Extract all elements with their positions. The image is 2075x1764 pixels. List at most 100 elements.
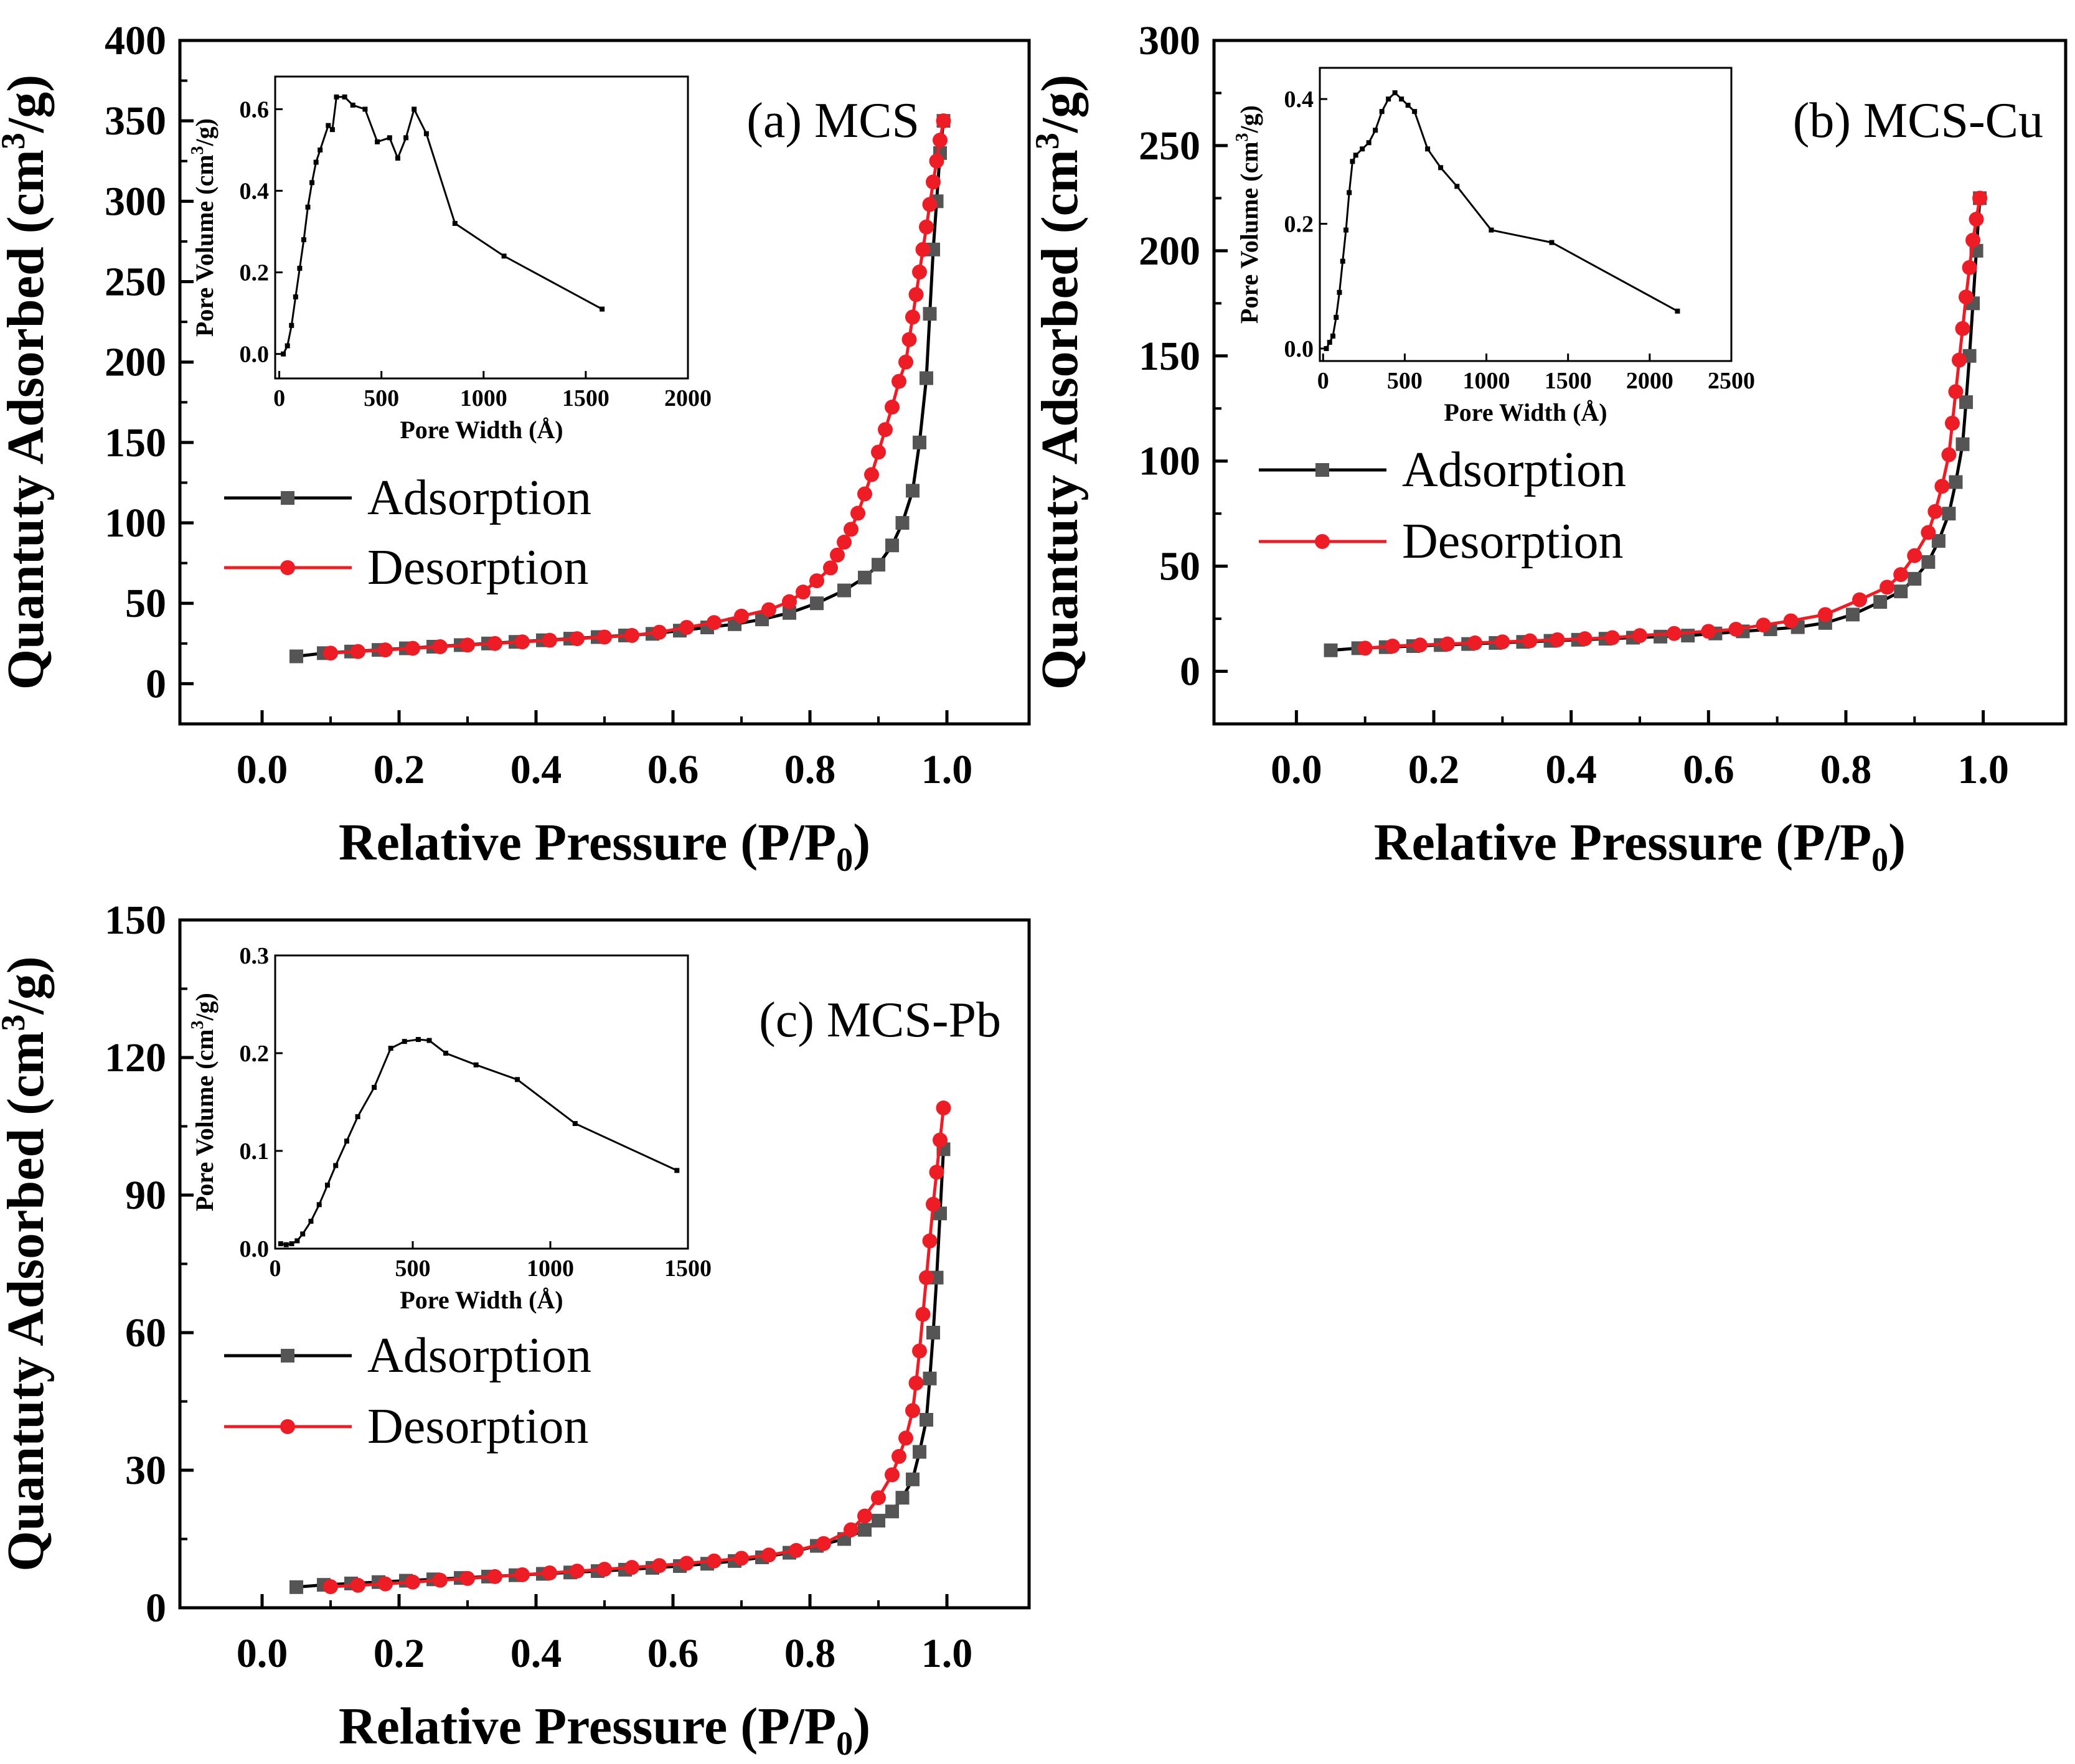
inset-data-point xyxy=(473,1062,479,1067)
legend: Adsorption Desorption xyxy=(224,471,591,595)
data-point-adsorption xyxy=(1921,555,1936,569)
inset-data-point xyxy=(674,1168,680,1173)
inset-data-point xyxy=(1373,128,1378,133)
inset-data-point xyxy=(1454,184,1460,189)
data-point-desorption xyxy=(624,1560,639,1575)
data-point-desorption xyxy=(919,219,934,235)
data-point-desorption xyxy=(1907,548,1922,563)
data-point-desorption xyxy=(837,535,852,550)
data-point-desorption xyxy=(761,1547,776,1563)
data-point-desorption xyxy=(915,242,931,257)
data-point-desorption xyxy=(1357,640,1373,656)
inset-data-point xyxy=(600,306,605,312)
inset-data-point xyxy=(324,1182,330,1188)
inset-x-tick-label: 2000 xyxy=(1626,368,1673,394)
series-desorption xyxy=(1357,190,1988,656)
data-point-desorption xyxy=(734,608,749,624)
inset-data-point xyxy=(402,1039,407,1044)
data-point-adsorption xyxy=(1908,571,1922,586)
x-tick-label: 0.0 xyxy=(1271,747,1322,792)
chart-panel-3: 0.0 0.2 0.4 0.6 0.8 1.0 0 30 60 90 120 150 Relative … xyxy=(0,898,1031,1762)
inset-data-point xyxy=(293,294,298,299)
data-point-desorption xyxy=(707,615,722,631)
x-tick-label: 0.8 xyxy=(1820,747,1872,792)
data-point-adsorption xyxy=(858,1522,872,1537)
x-tick-label: 0.8 xyxy=(784,1631,836,1676)
data-point-desorption xyxy=(1921,525,1936,540)
inset-x-tick-label: 500 xyxy=(1387,368,1423,394)
y-tick-label: 300 xyxy=(105,179,166,224)
y-tick-label: 0 xyxy=(1180,649,1200,695)
inset-data-point xyxy=(415,1037,421,1043)
x-tick-label: 1.0 xyxy=(921,747,973,792)
data-point-adsorption xyxy=(1942,507,1956,521)
data-point-desorption xyxy=(1969,212,1984,227)
data-point-desorption xyxy=(1927,504,1943,519)
data-point-desorption xyxy=(351,1577,365,1593)
data-point-desorption xyxy=(1522,633,1538,649)
inset-y-tick-label: 0.2 xyxy=(240,1041,270,1067)
data-point-adsorption xyxy=(289,1580,303,1594)
data-point-desorption xyxy=(679,619,694,635)
data-point-desorption xyxy=(844,1522,859,1537)
inset-data-point xyxy=(372,1084,377,1090)
x-tick-label: 0.6 xyxy=(647,1631,699,1676)
data-point-desorption xyxy=(1972,190,1988,206)
inset-y-tick-label: 0.4 xyxy=(1284,87,1314,113)
data-point-desorption xyxy=(912,265,927,280)
inset-data-point xyxy=(1343,227,1348,233)
data-point-desorption xyxy=(915,1307,931,1322)
data-point-desorption xyxy=(1952,352,1967,368)
data-point-desorption xyxy=(936,113,951,129)
inset-data-point xyxy=(1324,345,1329,351)
data-point-adsorption xyxy=(923,307,937,321)
data-point-desorption xyxy=(323,1579,338,1595)
data-point-desorption xyxy=(405,640,420,656)
inset-data-point xyxy=(1327,339,1332,345)
data-point-desorption xyxy=(878,422,893,438)
inset-x-tick-label: 1000 xyxy=(460,385,507,411)
inset-data-point xyxy=(395,156,400,161)
data-point-adsorption xyxy=(1324,643,1338,657)
x-tick-label: 0.4 xyxy=(1545,747,1597,792)
y-tick-label: 150 xyxy=(1139,334,1200,379)
legend: Adsorption Desorption xyxy=(224,1328,591,1454)
data-point-desorption xyxy=(542,1565,557,1581)
data-point-adsorption xyxy=(1931,534,1946,548)
data-point-adsorption xyxy=(885,538,899,553)
x-tick-label: 0.0 xyxy=(237,1631,288,1676)
inset-x-tick-label: 500 xyxy=(364,385,399,411)
data-point-desorption xyxy=(1701,624,1716,639)
inset-x-tick-label: 1000 xyxy=(527,1255,574,1282)
data-point-desorption xyxy=(782,594,797,609)
y-tick-label: 150 xyxy=(105,898,166,943)
data-point-desorption xyxy=(864,467,879,482)
legend-marker-adsorption xyxy=(281,1349,294,1363)
data-point-desorption xyxy=(892,1448,906,1464)
inset-data-point xyxy=(278,1241,283,1247)
legend-label: Adsorption xyxy=(1402,443,1626,497)
inset-data-point xyxy=(375,139,380,144)
data-point-adsorption xyxy=(1894,584,1908,599)
inset-data-point xyxy=(452,220,458,226)
data-point-desorption xyxy=(1467,635,1483,650)
inset-x-tick-label: 2000 xyxy=(664,385,712,411)
inset-data-point xyxy=(1337,289,1342,295)
series-desorption xyxy=(323,1100,951,1595)
inset-frame xyxy=(274,954,689,1250)
inset-data-point xyxy=(412,106,417,112)
inset-data-point xyxy=(1405,103,1411,108)
inset-y-axis-title: Pore Volume (cm3/g) xyxy=(1233,105,1263,324)
legend-label: Desorption xyxy=(1402,514,1624,569)
inset-data-point xyxy=(572,1121,578,1127)
inset-data-point xyxy=(1425,146,1431,152)
inset-y-tick-label: 0.2 xyxy=(240,260,270,286)
x-tick-label: 0.2 xyxy=(374,1631,425,1676)
data-point-desorption xyxy=(1577,631,1593,647)
inset-data-point xyxy=(1379,109,1385,115)
inset-data-point xyxy=(344,1138,349,1144)
inset-y-axis-title: Pore Volume (cm3/g) xyxy=(188,118,219,337)
legend-marker-desorption xyxy=(1315,534,1330,549)
data-point-desorption xyxy=(652,1558,667,1574)
